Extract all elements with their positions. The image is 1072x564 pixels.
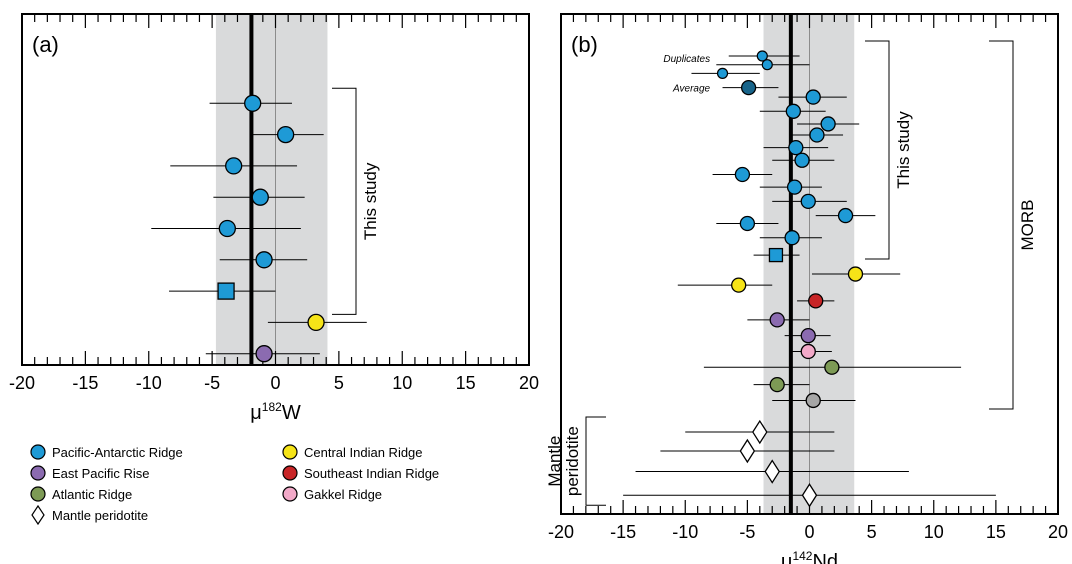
- peridotite-label-line2: peridotite: [563, 426, 582, 496]
- legend-label: Atlantic Ridge: [52, 487, 132, 502]
- data-point: [786, 179, 803, 195]
- data-point-diamond: [739, 438, 756, 464]
- data-point: [820, 116, 836, 132]
- x-tick-label: 15: [986, 522, 1006, 542]
- data-point-diamond: [801, 483, 818, 508]
- legend-swatch: [282, 465, 298, 481]
- x-axis-label-suffix: Nd: [812, 551, 838, 564]
- panel-label: (a): [32, 32, 59, 57]
- data-point-square: [217, 282, 235, 300]
- bracket: [865, 40, 890, 260]
- x-tick-label: 10: [924, 522, 944, 542]
- annotation-label: Duplicates: [663, 54, 710, 65]
- bracket-label: This study: [894, 111, 913, 189]
- data-point: [731, 277, 747, 293]
- data-point: [785, 103, 801, 119]
- data-point: [255, 345, 273, 363]
- data-point: [809, 127, 825, 143]
- bracket: [989, 40, 1014, 410]
- panel-label: (b): [571, 32, 598, 57]
- data-point: [824, 359, 840, 375]
- x-axis-label-prefix: μ: [781, 551, 793, 564]
- data-point: [805, 89, 821, 105]
- data-point: [800, 193, 816, 210]
- data-point: [756, 50, 768, 62]
- x-tick-label: 0: [804, 522, 814, 542]
- peridotite-label-line1: Mantle: [545, 436, 564, 487]
- x-tick-label: 20: [1048, 522, 1068, 542]
- x-axis-label-prefix: μ: [250, 402, 262, 424]
- peridotite-bracket: [585, 416, 606, 506]
- legend-swatch: [282, 444, 298, 460]
- bracket: [332, 87, 357, 315]
- data-point: [769, 376, 785, 393]
- data-point: [716, 67, 729, 79]
- uncertainty-band: [763, 14, 855, 514]
- uncertainty-band: [215, 14, 328, 365]
- x-tick-label: 0: [270, 373, 280, 393]
- x-axis-label: μ182W: [250, 400, 301, 424]
- x-tick-label: -15: [72, 373, 98, 393]
- legend-label: Mantle peridotite: [52, 508, 148, 523]
- data-point: [800, 343, 816, 360]
- data-point-diamond: [752, 419, 768, 445]
- data-point: [307, 313, 325, 332]
- x-tick-label: 5: [334, 373, 344, 393]
- x-tick-label: -15: [610, 522, 636, 542]
- data-point: [794, 152, 810, 168]
- legend-label: Southeast Indian Ridge: [304, 466, 439, 481]
- data-point: [800, 328, 816, 344]
- data-point: [255, 251, 273, 269]
- bracket-label: MORB: [1018, 200, 1037, 251]
- data-point: [784, 230, 800, 246]
- data-point: [740, 79, 757, 96]
- data-point: [805, 392, 821, 409]
- x-tick-label: 5: [867, 522, 877, 542]
- panel-b: -20 -15 -10 -5 0 5 10 15 20 μ142Nd (b) This study MO…: [545, 13, 1068, 564]
- x-axis-label-sup: 142: [792, 549, 812, 563]
- legend-label: Central Indian Ridge: [304, 445, 423, 460]
- data-point: [788, 139, 804, 156]
- x-tick-label: -20: [9, 373, 35, 393]
- x-tick-label: -5: [739, 522, 755, 542]
- data-point: [837, 207, 854, 224]
- data-point: [218, 219, 236, 238]
- data-point-square: [768, 247, 784, 263]
- legend-label: Gakkel Ridge: [304, 487, 382, 502]
- x-tick-label: -10: [136, 373, 162, 393]
- data-point: [734, 166, 751, 183]
- x-axis-label-sup: 182: [262, 400, 282, 414]
- data-point: [847, 266, 864, 282]
- data-point: [739, 215, 756, 232]
- data-point-diamond: [764, 459, 780, 484]
- legend-label: Pacific-Antarctic Ridge: [52, 445, 183, 460]
- legend-label: East Pacific Rise: [52, 466, 150, 481]
- legend-swatch: [30, 465, 46, 481]
- data-point: [769, 312, 785, 328]
- legend-swatch-diamond: [31, 504, 45, 526]
- legend-swatch: [30, 444, 46, 460]
- legend-swatch: [282, 486, 298, 502]
- x-tick-label: -5: [204, 373, 220, 393]
- data-point: [761, 59, 773, 71]
- panel-a: -20 -15 -10 -5 0 5 10 15 20 μ182W (a) This study: [9, 13, 539, 424]
- data-point: [225, 157, 243, 175]
- x-axis-label-suffix: W: [282, 402, 301, 424]
- x-tick-label: 15: [456, 373, 476, 393]
- legend: Pacific-Antarctic Ridge East Pacific Rise…: [30, 444, 439, 526]
- data-point: [251, 188, 269, 206]
- data-point: [244, 94, 262, 112]
- x-tick-label: -20: [548, 522, 574, 542]
- legend-swatch: [30, 486, 46, 502]
- x-tick-label: -10: [672, 522, 698, 542]
- x-axis-label: μ142Nd: [781, 549, 838, 564]
- x-tick-label: 10: [392, 373, 412, 393]
- data-point: [808, 293, 824, 309]
- annotation-label: Average: [672, 84, 711, 95]
- data-point: [276, 125, 295, 144]
- bracket-label: This study: [361, 162, 380, 240]
- x-tick-label: 20: [519, 373, 539, 393]
